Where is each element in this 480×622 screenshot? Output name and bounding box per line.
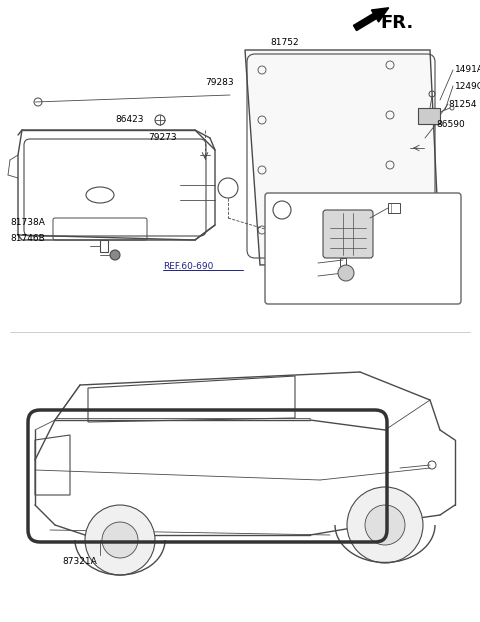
Circle shape bbox=[110, 250, 120, 260]
Text: 79273: 79273 bbox=[148, 133, 177, 142]
Circle shape bbox=[365, 505, 405, 545]
Text: 1491AD: 1491AD bbox=[455, 65, 480, 74]
Text: 81254: 81254 bbox=[448, 100, 477, 109]
Circle shape bbox=[218, 178, 238, 198]
Text: 81738A: 81738A bbox=[10, 218, 45, 227]
Text: 86423: 86423 bbox=[115, 115, 144, 124]
Circle shape bbox=[338, 265, 354, 281]
Bar bbox=[388, 203, 400, 213]
Text: FR.: FR. bbox=[380, 14, 413, 32]
Text: 81752: 81752 bbox=[270, 38, 299, 47]
Text: 1125DA: 1125DA bbox=[375, 210, 411, 219]
Text: REF.60-690: REF.60-690 bbox=[163, 262, 214, 271]
Text: 81746B: 81746B bbox=[10, 234, 45, 243]
Text: a: a bbox=[225, 186, 231, 196]
Text: 54220: 54220 bbox=[285, 246, 313, 255]
Polygon shape bbox=[245, 50, 440, 265]
Bar bbox=[340, 258, 346, 266]
Circle shape bbox=[102, 522, 138, 558]
Circle shape bbox=[85, 505, 155, 575]
Circle shape bbox=[347, 487, 423, 563]
FancyBboxPatch shape bbox=[323, 210, 373, 258]
Text: 79283: 79283 bbox=[205, 78, 234, 87]
Text: a: a bbox=[279, 208, 285, 218]
FancyBboxPatch shape bbox=[265, 193, 461, 304]
Text: 86590: 86590 bbox=[436, 120, 465, 129]
Bar bbox=[418, 108, 440, 124]
Text: 81230: 81230 bbox=[285, 226, 313, 235]
Text: 1249GE: 1249GE bbox=[455, 82, 480, 91]
Circle shape bbox=[273, 201, 291, 219]
Bar bbox=[100, 240, 108, 252]
Text: 87321A: 87321A bbox=[62, 557, 97, 566]
FancyArrow shape bbox=[353, 7, 389, 30]
Text: 81210B: 81210B bbox=[285, 261, 320, 270]
